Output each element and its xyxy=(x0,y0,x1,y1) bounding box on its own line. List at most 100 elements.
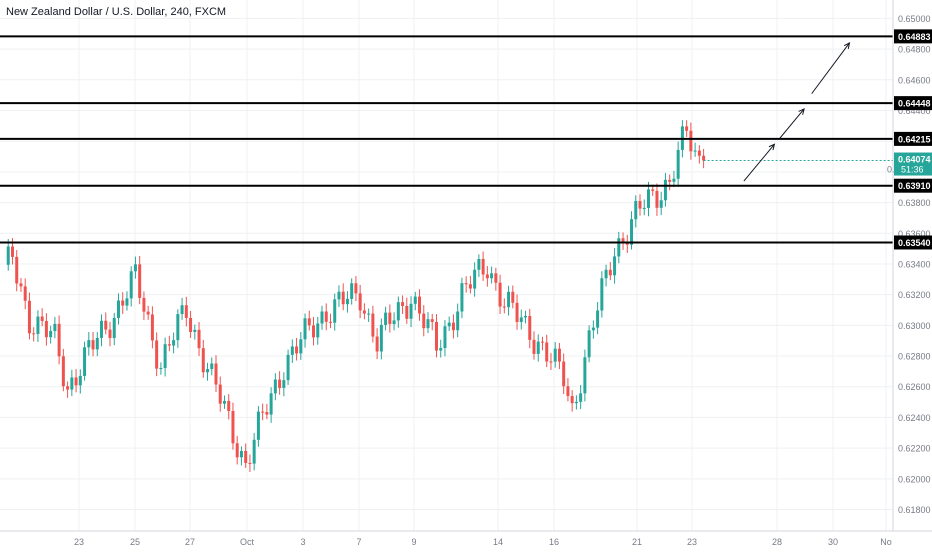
projection-arrow xyxy=(811,42,851,94)
candle xyxy=(210,357,214,376)
candle-body xyxy=(702,155,706,161)
candle-body xyxy=(142,297,146,312)
candle xyxy=(19,277,23,292)
level-tag-label: 0.63540 xyxy=(898,238,931,248)
candle xyxy=(668,174,672,191)
candle xyxy=(312,316,316,346)
candle xyxy=(519,309,523,330)
candle-body xyxy=(74,377,78,386)
candle-body xyxy=(642,207,646,209)
candle xyxy=(167,335,171,352)
candle-body xyxy=(104,320,108,330)
candle xyxy=(91,331,95,357)
candle xyxy=(189,310,193,338)
candle xyxy=(447,316,451,331)
candle xyxy=(15,250,19,292)
candle xyxy=(608,262,612,281)
x-tick-label: Oct xyxy=(240,537,255,547)
candle xyxy=(375,328,379,360)
candle xyxy=(138,255,142,305)
candle-body xyxy=(32,333,36,335)
candle-body xyxy=(566,386,570,397)
candle-body xyxy=(422,313,426,329)
candle xyxy=(600,271,604,318)
x-tick-label: 16 xyxy=(549,537,559,547)
candle-body xyxy=(413,296,417,304)
candle xyxy=(201,339,205,378)
x-tick-label: 3 xyxy=(300,537,305,547)
candle-body xyxy=(210,363,214,370)
candle-body xyxy=(44,321,48,338)
candle xyxy=(320,305,324,330)
candle xyxy=(290,339,294,363)
candle xyxy=(596,302,600,335)
candle-body xyxy=(290,346,294,355)
candle-body xyxy=(583,357,587,394)
candle xyxy=(303,313,307,348)
candle xyxy=(685,120,689,137)
candle xyxy=(345,291,349,313)
candle-body xyxy=(252,439,256,464)
candle-body xyxy=(40,316,44,322)
candle xyxy=(362,303,366,320)
candle-body xyxy=(540,341,544,343)
y-tick-label: 0.63600 xyxy=(898,229,931,239)
candle xyxy=(231,402,235,450)
candle-body xyxy=(468,284,472,289)
countdown-label: 51:36 xyxy=(901,165,924,175)
candle xyxy=(443,320,447,357)
candle xyxy=(536,334,540,362)
candle xyxy=(218,376,222,412)
last-price-label: 0.64074 xyxy=(898,155,931,165)
candle xyxy=(222,395,226,409)
candle-body xyxy=(239,450,243,458)
candle-body xyxy=(685,126,689,131)
candle-body xyxy=(524,315,528,318)
level-tag-label: 0.64448 xyxy=(898,99,931,109)
y-tick-label: 0.63200 xyxy=(898,290,931,300)
projection-arrows xyxy=(743,42,851,182)
candle-body xyxy=(379,324,383,352)
candle-body xyxy=(430,319,434,322)
candle-body xyxy=(621,238,625,244)
candle xyxy=(341,283,345,311)
candle xyxy=(396,296,400,328)
candle-body xyxy=(396,302,400,321)
candle xyxy=(350,278,354,305)
candle-body xyxy=(87,340,91,348)
candle-body xyxy=(256,411,260,440)
level-tag-bg xyxy=(894,29,932,44)
candle-body xyxy=(477,259,481,270)
candle-body xyxy=(295,346,299,354)
candle-body xyxy=(328,321,332,323)
candle-body xyxy=(545,342,549,362)
candle-body xyxy=(231,411,235,444)
candle xyxy=(630,211,634,250)
candle xyxy=(566,378,570,402)
candle-body xyxy=(418,296,422,314)
candle xyxy=(562,353,566,395)
candle xyxy=(333,293,337,331)
candle xyxy=(70,369,74,397)
candle xyxy=(655,183,659,216)
candle-body xyxy=(663,179,667,201)
candle-body xyxy=(269,393,273,415)
candle xyxy=(129,266,133,307)
candle-body xyxy=(282,380,286,388)
candle xyxy=(663,172,667,207)
y-tick-label: 0.61800 xyxy=(898,505,931,515)
candle-body xyxy=(591,327,595,331)
level-tag: 0.64215 xyxy=(894,131,932,146)
candle xyxy=(426,312,430,334)
candle-body xyxy=(384,312,388,325)
x-tick-label: No xyxy=(880,537,892,547)
x-tick-label: 23 xyxy=(74,537,84,547)
candle-body xyxy=(6,246,10,265)
candle-body xyxy=(112,317,116,339)
candle-body xyxy=(358,293,362,311)
arrow-shaft xyxy=(743,143,775,182)
candle xyxy=(672,170,676,188)
candle xyxy=(418,289,422,321)
